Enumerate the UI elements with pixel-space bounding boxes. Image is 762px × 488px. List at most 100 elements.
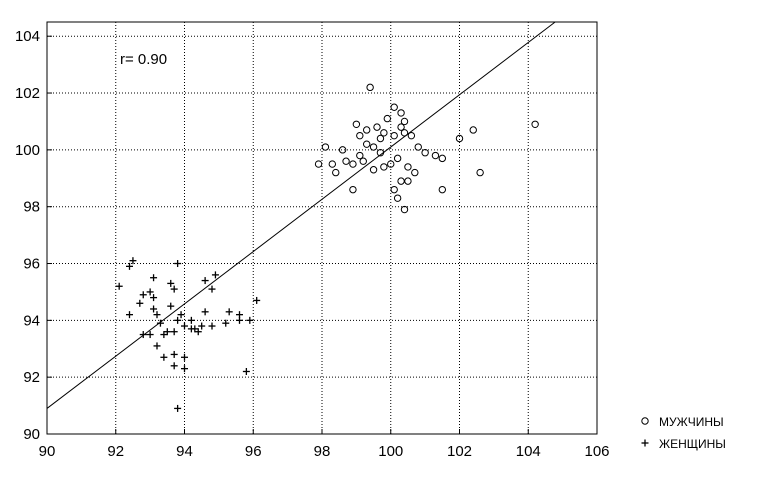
data-point: [342, 157, 350, 165]
y-tick-label: 94: [23, 312, 40, 329]
data-point: [174, 404, 182, 412]
data-point: [198, 322, 206, 330]
y-tick-label: 96: [23, 256, 40, 273]
x-tick-label: 96: [245, 443, 262, 460]
data-point: [400, 117, 409, 126]
data-point: [136, 299, 144, 307]
data-point: [455, 134, 464, 143]
data-point: [150, 274, 158, 282]
data-point: [156, 319, 164, 327]
data-point: [160, 331, 168, 339]
x-tick-label: 92: [107, 443, 124, 460]
grid-lines: [47, 22, 597, 434]
data-point: [208, 285, 216, 293]
x-tick-label: 98: [314, 443, 331, 460]
data-point: [421, 149, 429, 157]
data-point: [187, 316, 195, 324]
data-point: [194, 328, 202, 336]
data-point: [236, 316, 243, 324]
data-point: [373, 123, 381, 131]
data-point: [380, 163, 388, 171]
data-point: [150, 305, 158, 313]
data-point: [187, 325, 195, 333]
data-point: [126, 311, 133, 319]
data-point: [414, 143, 422, 151]
data-point: [469, 126, 477, 134]
data-point: [211, 271, 219, 279]
data-point: [181, 353, 188, 361]
legend: МУЖЧИНЫ ЖЕНЩИНЫ: [641, 415, 726, 451]
y-tick-label: 90: [23, 426, 40, 443]
data-point: [397, 123, 405, 131]
data-point: [387, 160, 395, 168]
data-point: [349, 185, 357, 194]
data-point: [177, 311, 185, 319]
data-point: [328, 160, 337, 168]
data-point: [366, 83, 374, 92]
axis-ticks: 90 92 94 96 98 100 102 104 106 90 92 94 96 98 100 102 10…: [15, 28, 610, 460]
data-point: [170, 350, 178, 358]
correlation-annotation: r= 0.90: [120, 51, 167, 68]
data-point: [404, 163, 412, 171]
data-point: [390, 185, 398, 194]
data-point: [356, 151, 364, 160]
data-point: [167, 302, 175, 310]
data-point: [393, 154, 402, 163]
x-tick-label: 100: [378, 443, 403, 460]
data-point: [390, 103, 398, 111]
data-point: [438, 154, 447, 163]
data-point: [170, 285, 178, 293]
legend-marker: [641, 439, 649, 447]
data-point: [242, 367, 250, 375]
data-point: [400, 129, 409, 137]
series-2: [115, 257, 261, 412]
y-tick-label: 100: [15, 142, 40, 159]
legend-label: ЖЕНЩИНЫ: [659, 437, 726, 451]
data-point: [129, 257, 137, 265]
data-point: [222, 319, 230, 327]
data-point: [139, 291, 147, 299]
data-point: [376, 149, 385, 157]
data-point: [153, 311, 161, 319]
data-point: [356, 131, 364, 140]
data-point: [369, 166, 378, 174]
data-point: [321, 143, 330, 151]
data-point: [225, 308, 233, 316]
x-tick-label: 90: [39, 443, 56, 460]
data-point: [390, 131, 398, 140]
data-point: [476, 168, 484, 177]
y-tick-label: 92: [23, 369, 40, 386]
data-point: [411, 168, 419, 177]
legend-marker: [641, 417, 649, 425]
data-point: [170, 328, 178, 336]
data-point: [115, 282, 123, 290]
data-point: [139, 331, 147, 339]
data-point: [314, 160, 323, 168]
x-tick-label: 106: [584, 443, 609, 460]
data-point: [126, 262, 133, 270]
y-tick-label: 102: [15, 85, 40, 102]
x-tick-label: 94: [176, 443, 193, 460]
data-points: [115, 83, 539, 412]
data-point: [393, 194, 402, 202]
data-point: [150, 294, 158, 302]
data-point: [362, 126, 371, 134]
data-point: [397, 177, 405, 185]
data-point: [407, 131, 416, 140]
data-point: [383, 114, 392, 123]
data-point: [404, 177, 412, 185]
data-point: [376, 134, 385, 143]
data-point: [201, 308, 209, 316]
data-point: [167, 279, 175, 287]
data-point: [438, 185, 447, 194]
data-point: [181, 365, 188, 373]
data-point: [153, 342, 161, 350]
data-point: [253, 296, 261, 304]
data-point: [380, 129, 388, 137]
regression-line: [46, 21, 556, 409]
plot-frame: [46, 21, 598, 435]
data-point: [201, 277, 209, 285]
data-point: [359, 157, 367, 165]
